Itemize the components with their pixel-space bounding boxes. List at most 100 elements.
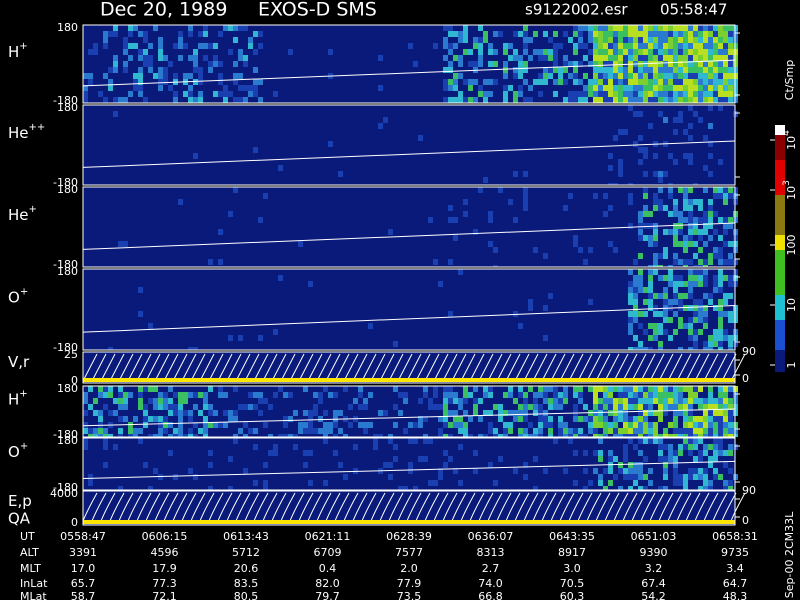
spectrogram-cell	[653, 438, 658, 444]
spectrogram-cell	[678, 67, 683, 73]
spectrogram-cell	[598, 73, 603, 79]
trace	[460, 492, 476, 522]
spectrogram-cell	[463, 37, 468, 43]
spectrogram-cell	[123, 241, 128, 247]
spectrogram-cell	[128, 392, 133, 398]
trace	[226, 492, 242, 522]
spectrogram-cell	[538, 416, 543, 422]
spectrogram-cell	[423, 386, 428, 392]
spectrogram-cell	[688, 259, 693, 265]
spectrogram-cell	[173, 73, 178, 79]
spectrogram-cell	[158, 428, 163, 434]
spectrogram-cell	[518, 410, 523, 416]
spectrogram-cell	[508, 410, 513, 416]
spectrogram-cell	[613, 456, 618, 462]
spectrogram-cell	[173, 392, 178, 398]
spectrogram-cell	[598, 25, 603, 31]
spectrogram-cell	[158, 398, 163, 404]
spectrogram-cell	[603, 85, 608, 91]
spectrogram-cell	[103, 438, 108, 444]
spectrogram-cell	[513, 49, 518, 55]
spectrogram-cell	[688, 229, 693, 235]
spectrogram-cell	[443, 43, 448, 49]
spectrogram-cell	[688, 386, 693, 392]
spectrogram-cell	[663, 434, 668, 437]
trace	[316, 353, 332, 382]
spectrogram-cell	[163, 55, 168, 61]
spectrogram-cell	[683, 217, 688, 223]
trace	[82, 353, 98, 382]
spectrogram-cell	[598, 438, 603, 444]
spectrogram-cell	[688, 317, 693, 323]
spectrogram-cell	[178, 434, 183, 437]
spectrogram-cell	[83, 398, 88, 404]
spectrogram-cell	[648, 43, 653, 49]
spectrogram-cell	[703, 55, 708, 61]
trace	[667, 353, 683, 382]
spectrogram-cell	[668, 456, 673, 462]
spectrogram-cell	[198, 43, 203, 49]
spectrogram-cell	[688, 97, 693, 103]
spectrogram-cell	[648, 422, 653, 428]
spectrogram-cell	[693, 444, 698, 450]
spectrogram-cell	[718, 311, 723, 317]
spectrogram-cell	[548, 37, 553, 43]
spectrogram-cell	[608, 183, 613, 185]
spectrogram-cell	[608, 91, 613, 97]
spectrogram-cell	[123, 37, 128, 43]
spectrogram-cell	[193, 422, 198, 428]
trace	[343, 492, 359, 522]
spectrogram-cell	[693, 217, 698, 223]
spectrogram-cell	[728, 450, 733, 456]
spectrogram-cell	[573, 79, 578, 85]
trace	[208, 492, 224, 522]
spectrogram-cell	[208, 486, 213, 490]
spectrogram-cell	[678, 73, 683, 79]
spectrogram-cell	[708, 434, 713, 437]
row-label: UT	[20, 530, 35, 543]
spectrogram-cell	[553, 404, 558, 410]
spectrogram-cell	[723, 293, 728, 299]
spectrogram-cell	[108, 392, 113, 398]
trace	[388, 353, 404, 382]
spectrogram-cell	[373, 434, 378, 437]
spectrogram-cell	[673, 31, 678, 37]
spectrogram-cell	[518, 434, 523, 437]
spectrogram-cell	[83, 444, 88, 450]
trace	[451, 492, 467, 522]
spectrogram-cell	[243, 55, 248, 61]
spectrogram-cell	[643, 347, 648, 350]
spectrogram-cell	[698, 311, 703, 317]
spectrogram-cell	[188, 73, 193, 79]
spectrogram-cell	[653, 241, 658, 247]
spectrogram-cell	[648, 305, 653, 311]
spectrogram-cell	[458, 73, 463, 79]
spectrogram-cell	[253, 428, 258, 434]
spectrogram-cell	[218, 79, 223, 85]
spectrogram-cell	[193, 79, 198, 85]
trace	[316, 492, 332, 522]
y-tick-label: 0	[71, 374, 78, 387]
spectrogram-cell	[658, 205, 663, 211]
spectrogram-cell	[723, 73, 728, 79]
spectrogram-cell	[658, 43, 663, 49]
spectrogram-cell	[98, 434, 103, 437]
spectrogram-cell	[643, 404, 648, 410]
spectrogram-cell	[453, 392, 458, 398]
trace	[163, 353, 179, 382]
spectrogram-cell	[453, 43, 458, 49]
trace	[550, 492, 566, 522]
footer-note: Sep-00 2CM33L	[783, 511, 796, 598]
spectrogram-cell	[678, 275, 683, 281]
spectrogram-cell	[628, 43, 633, 49]
spectrogram-cell	[193, 474, 198, 480]
spectrogram-cell	[718, 91, 723, 97]
spectrogram-cell	[108, 410, 113, 416]
spectrogram-cell	[323, 434, 328, 437]
trace	[595, 353, 611, 382]
trace	[730, 353, 746, 382]
y-tick-label: -180	[53, 176, 78, 189]
spectrogram-cell	[683, 404, 688, 410]
spectrogram-cell	[323, 428, 328, 434]
panel-5	[82, 385, 738, 438]
